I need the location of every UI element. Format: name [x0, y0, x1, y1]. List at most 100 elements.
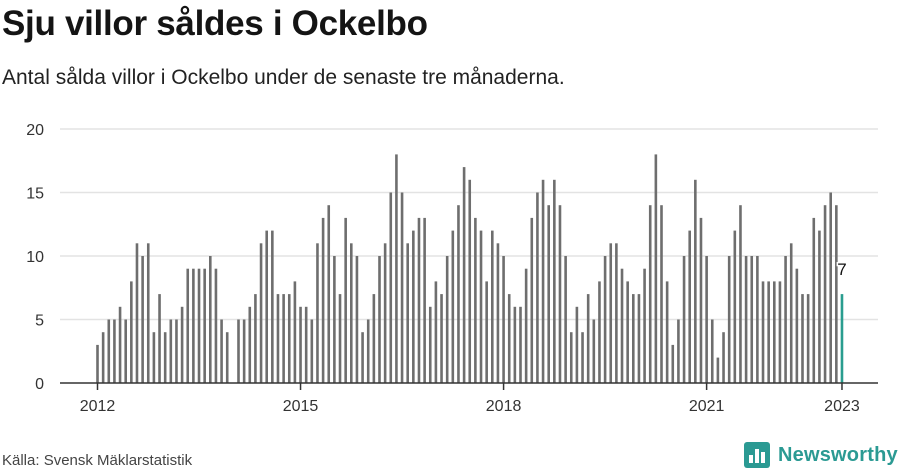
bar: [677, 319, 680, 383]
bar: [254, 294, 257, 383]
bar: [462, 167, 466, 383]
bar: [761, 281, 765, 383]
bar: [383, 243, 387, 383]
bar: [491, 230, 494, 383]
bar: [344, 217, 347, 383]
bar: [507, 294, 511, 383]
x-tick-label: 2023: [824, 398, 860, 415]
bar: [733, 230, 737, 383]
bar: [474, 217, 477, 383]
bar: [209, 256, 212, 383]
brand-name: Newsworthy: [778, 443, 898, 466]
bar: [338, 294, 342, 383]
bar: [101, 332, 105, 383]
bar: [694, 179, 697, 383]
bar: [569, 332, 573, 383]
highlight-data-label: 7: [837, 260, 846, 279]
bar: [801, 294, 804, 383]
bar: [237, 319, 240, 383]
bar: [327, 205, 331, 383]
bars: 7: [96, 154, 848, 383]
bar: [789, 243, 793, 383]
bar: [654, 154, 658, 383]
bar: [175, 319, 178, 383]
bar: [440, 294, 443, 383]
bar: [248, 306, 252, 383]
y-tick-label: 5: [35, 313, 44, 330]
bar: [350, 243, 353, 383]
bar: [287, 294, 291, 383]
bar: [321, 217, 325, 383]
bar: [197, 268, 201, 383]
x-tick-label: 2018: [486, 398, 522, 415]
bar: [479, 230, 483, 383]
bar: [829, 192, 832, 383]
bar: [378, 256, 381, 383]
bar: [276, 294, 280, 383]
bar: [451, 230, 455, 383]
bar: [400, 192, 404, 383]
bar: [835, 205, 838, 383]
bar: [141, 256, 144, 383]
y-tick-label: 15: [26, 186, 44, 203]
chart-subtitle: Antal sålda villor i Ockelbo under de se…: [2, 66, 565, 89]
bar: [648, 205, 652, 383]
y-tick-label: 10: [26, 249, 44, 266]
bar: [502, 256, 505, 383]
bar: [361, 332, 364, 383]
bar: [750, 256, 754, 383]
bar: [615, 243, 618, 383]
bar: [784, 256, 787, 383]
bar: [163, 332, 167, 383]
bar: [547, 205, 550, 383]
bar: [513, 306, 517, 383]
bar: [665, 281, 669, 383]
bar: [271, 230, 274, 383]
bar: [581, 332, 584, 383]
bar: [660, 205, 663, 383]
x-tick-label: 2012: [80, 398, 116, 415]
newsworthy-logo-icon: [744, 442, 770, 468]
bar: [524, 268, 528, 383]
bar: [468, 179, 472, 383]
bar: [366, 319, 370, 383]
bar: [299, 306, 302, 383]
bar: [417, 217, 421, 383]
bar: [739, 205, 742, 383]
bar: [152, 332, 156, 383]
bar: [699, 217, 703, 383]
bar: [457, 205, 460, 383]
bar: [124, 319, 127, 383]
bar: [682, 256, 686, 383]
bar: [282, 294, 285, 383]
bar: [186, 268, 190, 383]
bar: [135, 243, 139, 383]
bar: [671, 344, 675, 383]
bar: [818, 230, 821, 383]
highlight-bar: [840, 294, 844, 383]
bar: [214, 268, 218, 383]
bar: [637, 294, 641, 383]
bar: [180, 306, 184, 383]
bar: [688, 230, 691, 383]
bar: [169, 319, 173, 383]
bar: [496, 243, 500, 383]
bar: [293, 281, 297, 383]
bar: [643, 268, 646, 383]
bar: [722, 332, 725, 383]
bar: [412, 230, 415, 383]
bar: [485, 281, 488, 383]
bar: [626, 281, 629, 383]
chart-title: Sju villor såldes i Ockelbo: [2, 4, 428, 43]
bar: [192, 268, 195, 383]
bar: [428, 306, 432, 383]
bar: [242, 319, 246, 383]
bar: [603, 256, 607, 383]
bar: [575, 306, 579, 383]
bar: [767, 281, 770, 383]
bar: [773, 281, 776, 383]
bar: [778, 281, 782, 383]
bar: [632, 294, 635, 383]
bar: [823, 205, 827, 383]
bar: [96, 344, 99, 383]
